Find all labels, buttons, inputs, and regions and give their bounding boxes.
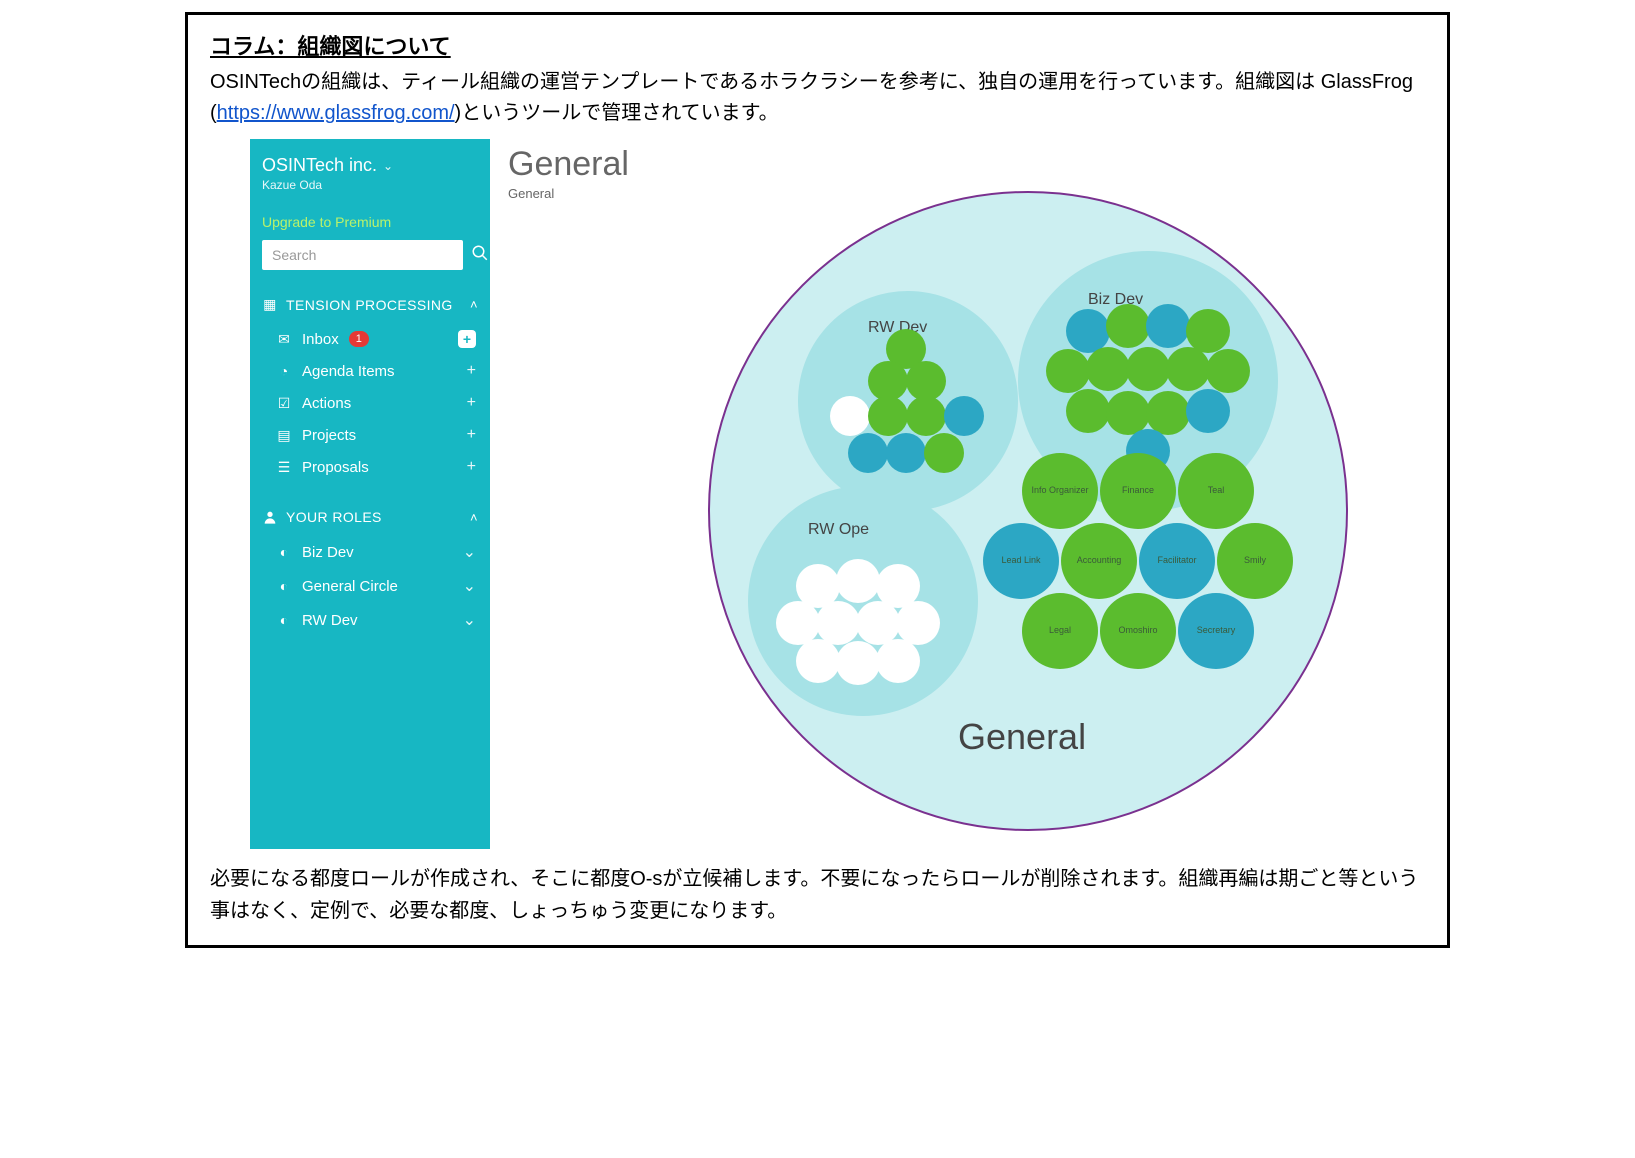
- search-input[interactable]: [262, 240, 463, 270]
- chevron-down-icon: ⌄: [463, 576, 476, 596]
- section-your-roles[interactable]: YOUR ROLES ˄: [262, 509, 478, 525]
- org-switcher[interactable]: OSINTech inc. ⌄: [262, 155, 478, 176]
- section-label: TENSION PROCESSING: [286, 297, 453, 313]
- add-icon[interactable]: +: [458, 330, 476, 348]
- sidebar-item-label: Projects: [302, 427, 356, 444]
- column-footer: 必要になる都度ロールが作成され、そこに都度O-sが立候補します。不要になったらロ…: [210, 863, 1425, 927]
- add-icon[interactable]: +: [467, 426, 476, 444]
- sidebar-item-biz-dev[interactable]: ◐ Biz Dev ⌄: [262, 535, 478, 569]
- outer-circle-label: General: [958, 716, 1086, 758]
- diagram-circle: [816, 601, 860, 645]
- diagram-circle: [868, 361, 908, 401]
- sidebar-item-rw-dev[interactable]: ◐ RW Dev ⌄: [262, 603, 478, 637]
- sidebar-item-label: Biz Dev: [302, 544, 354, 561]
- item-icon: ◔: [276, 363, 292, 379]
- role-label-teal: Teal: [1186, 486, 1246, 496]
- item-icon: ✉: [276, 331, 292, 348]
- diagram-circle: [924, 433, 964, 473]
- document-column-frame: コラム：組織図について OSINTechの組織は、ティール組織の運営テンプレート…: [185, 12, 1450, 948]
- diagram-circle: [1186, 389, 1230, 433]
- role-label-legal: Legal: [1030, 626, 1090, 636]
- diagram-circle: [1146, 304, 1190, 348]
- person-icon: [262, 509, 278, 525]
- role-label-lead-link: Lead Link: [991, 556, 1051, 566]
- circle-diagram: RW DevBiz DevRW OpeInfo OrganizerFinance…: [508, 171, 1368, 831]
- diagram-circle: [848, 433, 888, 473]
- sidebar-item-agenda-items[interactable]: ◔ Agenda Items +: [262, 355, 478, 387]
- diagram-circle: [1146, 391, 1190, 435]
- role-label-finance: Finance: [1108, 486, 1168, 496]
- search-icon[interactable]: [471, 244, 489, 267]
- collapse-icon: ˄: [470, 510, 478, 525]
- item-icon: ☑: [276, 395, 292, 412]
- role-label-smily: Smily: [1225, 556, 1285, 566]
- add-icon[interactable]: +: [467, 458, 476, 476]
- glassfrog-link[interactable]: https://www.glassfrog.com/: [217, 102, 455, 124]
- chevron-down-icon: ⌄: [463, 610, 476, 630]
- diagram-circle: [1066, 389, 1110, 433]
- sidebar-item-label: RW Dev: [302, 612, 358, 629]
- chevron-down-icon: ⌄: [383, 159, 393, 173]
- role-label-accounting: Accounting: [1069, 556, 1129, 566]
- diagram-circle: [906, 396, 946, 436]
- add-icon[interactable]: +: [467, 394, 476, 412]
- diagram-circle: [868, 396, 908, 436]
- sidebar-item-projects[interactable]: ▤ Projects +: [262, 419, 478, 451]
- diagram-circle: [1186, 309, 1230, 353]
- circle-icon: ◐: [276, 612, 292, 628]
- role-label-info-organizer: Info Organizer: [1030, 486, 1090, 496]
- roles-nav-list: ◐ Biz Dev ⌄ ◐ General Circle ⌄ ◐ RW Dev ⌄: [262, 535, 478, 637]
- column-description: OSINTechの組織は、ティール組織の運営テンプレートであるホラクラシーを参考…: [210, 67, 1425, 129]
- item-icon: ▤: [276, 427, 292, 444]
- circle-icon: ◐: [276, 578, 292, 594]
- diagram-circle: [896, 601, 940, 645]
- diagram-circle: [836, 559, 880, 603]
- org-name: OSINTech inc.: [262, 155, 377, 176]
- current-user: Kazue Oda: [262, 178, 478, 192]
- sidebar-item-label: Agenda Items: [302, 363, 395, 380]
- diagram-circle: [1086, 347, 1130, 391]
- subcircle-label-rwope: RW Ope: [808, 521, 869, 539]
- sidebar-item-label: Inbox: [302, 331, 339, 348]
- role-label-omoshiro: Omoshiro: [1108, 626, 1168, 636]
- diagram-circle: [830, 396, 870, 436]
- sidebar-item-general-circle[interactable]: ◐ General Circle ⌄: [262, 569, 478, 603]
- sidebar-item-inbox[interactable]: ✉ Inbox 1 +: [262, 323, 478, 355]
- search-row: [262, 240, 478, 270]
- main-panel: General General RW DevBiz DevRW OpeInfo …: [508, 139, 1425, 849]
- diagram-circle: [1106, 304, 1150, 348]
- collapse-icon: ˄: [470, 297, 478, 312]
- column-desc-post: )というツールで管理されています。: [455, 102, 779, 124]
- diagram-circle: [876, 639, 920, 683]
- diagram-circle: [1126, 347, 1170, 391]
- sidebar-item-proposals[interactable]: ☰ Proposals +: [262, 451, 478, 483]
- chevron-down-icon: ⌄: [463, 542, 476, 562]
- item-icon: ☰: [276, 459, 292, 476]
- sidebar-item-label: General Circle: [302, 578, 398, 595]
- tension-nav-list: ✉ Inbox 1 + ◔ Agenda Items + ☑ Actions + ▤ Projects…: [262, 323, 478, 483]
- diagram-circle: [1166, 347, 1210, 391]
- diagram-circle: [1206, 349, 1250, 393]
- circle-icon: ◐: [276, 544, 292, 560]
- column-title: コラム：組織図について: [210, 29, 1425, 61]
- list-icon: ▦: [262, 296, 278, 313]
- badge: 1: [349, 331, 369, 347]
- role-label-secretary: Secretary: [1186, 626, 1246, 636]
- sidebar-item-actions[interactable]: ☑ Actions +: [262, 387, 478, 419]
- diagram-circle: [796, 639, 840, 683]
- section-label: YOUR ROLES: [286, 509, 382, 525]
- diagram-circle: [886, 433, 926, 473]
- diagram-circle: [906, 361, 946, 401]
- sidebar: OSINTech inc. ⌄ Kazue Oda Upgrade to Pre…: [250, 139, 490, 849]
- diagram-circle: [1046, 349, 1090, 393]
- diagram-circle: [836, 641, 880, 685]
- diagram-circle: [944, 396, 984, 436]
- sidebar-item-label: Proposals: [302, 459, 369, 476]
- glassfrog-screenshot: OSINTech inc. ⌄ Kazue Oda Upgrade to Pre…: [250, 139, 1425, 849]
- section-tension-processing[interactable]: ▦ TENSION PROCESSING ˄: [262, 296, 478, 313]
- upgrade-link[interactable]: Upgrade to Premium: [262, 214, 478, 230]
- add-icon[interactable]: +: [467, 362, 476, 380]
- sidebar-item-label: Actions: [302, 395, 351, 412]
- role-label-facilitator: Facilitator: [1147, 556, 1207, 566]
